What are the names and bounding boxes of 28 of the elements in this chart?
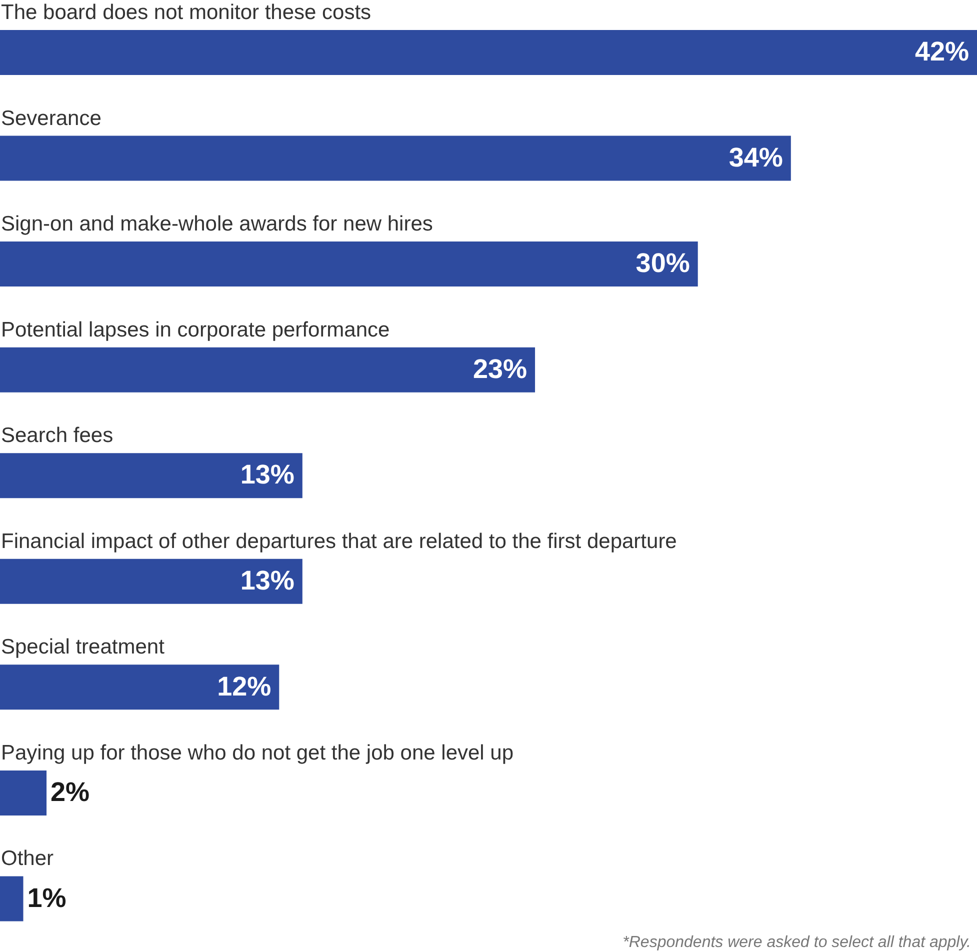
bar — [0, 664, 280, 710]
bar — [0, 770, 47, 816]
text: *Respondents were asked to select all that apply. — [622, 934, 971, 952]
data-label: 23% — [472, 354, 528, 384]
data-label: 13% — [240, 460, 294, 490]
data-label: 12% — [217, 671, 272, 702]
y-tick-label: The board does not monitor these costs — [1, 1, 372, 24]
bar — [0, 347, 536, 392]
bar — [0, 30, 977, 75]
data-label: 13% — [240, 566, 294, 596]
y-tick-label: Potential lapses in corporate performance — [1, 318, 390, 342]
data-label: 34% — [728, 142, 783, 172]
y-tick-label: Financial impact of other departures that are related to the first departure — [1, 530, 677, 553]
y-tick-label: Sign-on and make-whole awards for new hires — [1, 212, 433, 236]
y-tick-label: Other — [1, 847, 54, 870]
bar — [0, 558, 302, 604]
bar — [0, 136, 791, 181]
y-tick-label: Paying up for those who do not get the job one level up — [1, 741, 514, 764]
bar — [0, 453, 302, 498]
bar — [0, 876, 24, 922]
data-label: 1% — [27, 882, 66, 913]
data-label: 42% — [914, 36, 969, 67]
y-tick-label: Special treatment — [1, 636, 165, 659]
y-tick-label: Search fees — [1, 424, 114, 448]
data-label: 30% — [636, 248, 690, 278]
data-label: 2% — [50, 777, 90, 808]
y-tick-label: Severance — [1, 106, 102, 130]
bar — [0, 242, 698, 287]
